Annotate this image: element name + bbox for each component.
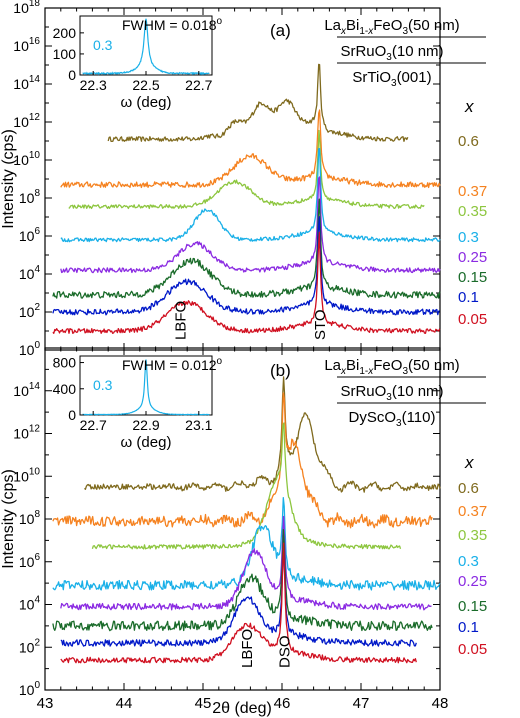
structure-buffer-label: SrRuO3(10 nm) <box>340 383 443 403</box>
x-tick-label: 48 <box>432 695 449 712</box>
inset-x-axis-label: ω (deg) <box>121 434 172 451</box>
inset-x-axis-label: ω (deg) <box>121 94 172 111</box>
y-tick-label: 106 <box>19 226 41 244</box>
x-tick-label: 43 <box>37 695 54 712</box>
series-line-x-0-05 <box>52 231 441 334</box>
panel-b: 43 44 45 46 47 48 100 102 104 106 108 1010 1012 1014 I… <box>0 347 487 712</box>
y-tick-label: 108 <box>19 188 41 206</box>
panel-label: (b) <box>270 361 291 380</box>
series-line-x-0-35 <box>91 422 402 550</box>
panel-a: 100 102 104 106 108 1010 1012 1014 1016 1018 Inten… <box>0 0 487 358</box>
inset-curve <box>82 359 210 416</box>
legend-entry-x-0-6: 0.6 <box>458 133 479 150</box>
peak-label-substrate: DSO <box>277 635 294 668</box>
y-tick-label: 108 <box>19 509 41 527</box>
peak-label-film: LBFO <box>173 301 190 340</box>
inset-y-tick-label: 100 <box>53 46 77 62</box>
peak-label-substrate: STO <box>312 309 329 340</box>
y-tick-label: 1012 <box>13 112 40 130</box>
series-line-x-0-15 <box>52 198 441 299</box>
inset-series-label: 0.3 <box>93 37 113 53</box>
structure-film-label: LaxBi1-xFeO3(50 nm) <box>324 357 459 377</box>
legend-entry-x-0-35: 0.35 <box>458 203 487 220</box>
series-line-x-0-05 <box>60 542 417 664</box>
series-line-x-0-3 <box>60 148 441 243</box>
inset-y-tick-label: 200 <box>53 25 77 41</box>
inset-curve <box>82 18 210 76</box>
y-tick-label: 1012 <box>13 424 40 442</box>
series-line-x-0-3 <box>52 497 441 591</box>
legend-entry-x-0-1: 0.1 <box>458 619 479 636</box>
inset-x-tick-label: 22.7 <box>80 417 107 433</box>
legend-entry-x-0-25: 0.25 <box>458 573 487 590</box>
y-tick-label: 104 <box>19 595 41 613</box>
inset-x-tick-label: 22.3 <box>80 77 107 93</box>
y-tick-label: 100 <box>19 680 41 698</box>
panel-label: (a) <box>270 21 291 40</box>
series-line-x-0-6 <box>84 376 441 493</box>
y-tick-label: 106 <box>19 552 41 570</box>
legend-title: x <box>464 97 474 116</box>
inset-y-tick-label: 800 <box>53 355 77 371</box>
series-line-x-0-6 <box>107 63 409 143</box>
legend-entry-x-0-37: 0.37 <box>458 503 487 520</box>
inset-y-tick-label: 400 <box>53 381 77 397</box>
series-line-x-0-37 <box>52 392 433 529</box>
legend-entry-x-0-1: 0.1 <box>458 289 479 306</box>
x-tick-label: 44 <box>116 695 133 712</box>
inset-x-tick-label: 23.1 <box>185 417 212 433</box>
series-line-x-0-25 <box>60 515 432 611</box>
y-tick-label: 100 <box>19 340 41 358</box>
peak-label-film: LBFO <box>239 629 256 668</box>
y-tick-label: 1018 <box>13 0 40 16</box>
inset-rocking-curve: 22.7 22.9 23.1 0 400 800 ω (deg) FWHM = 0.012o 0… <box>53 355 223 451</box>
y-tick-label: 102 <box>19 302 41 320</box>
legend-entry-x-0-25: 0.25 <box>458 249 487 266</box>
series-line-x-0-35 <box>68 129 425 210</box>
inset-x-tick-label: 22.9 <box>132 417 159 433</box>
structure-substrate-label: SrTiO3(001) <box>352 69 431 89</box>
y-tick-label: 1014 <box>13 74 40 92</box>
legend-entry-x-0-05: 0.05 <box>458 641 487 658</box>
y-tick-label: 1014 <box>13 381 40 399</box>
legend-entry-x-0-3: 0.3 <box>458 229 479 246</box>
inset-fwhm-annotation: FWHM = 0.018o <box>122 16 223 33</box>
inset-fwhm-annotation: FWHM = 0.012o <box>122 356 223 373</box>
y-tick-label: 102 <box>19 637 41 655</box>
y-tick-label: 1010 <box>13 150 40 168</box>
series-line-x-0-1 <box>60 546 417 647</box>
y-tick-label: 1010 <box>13 466 40 484</box>
structure-substrate-label: DyScO3(110) <box>349 409 436 429</box>
legend-entry-x-0-35: 0.35 <box>458 527 487 544</box>
structure-buffer-label: SrRuO3(10 nm) <box>340 43 443 63</box>
legend-entry-x-0-15: 0.15 <box>458 269 487 286</box>
y-axis-label: Intensity (cps) <box>0 129 17 229</box>
y-tick-label: 1016 <box>13 36 40 54</box>
inset-rocking-curve: 22.3 22.5 22.7 0 100 200 ω (deg) FWHM = 0.018o 0… <box>53 15 223 111</box>
structure-film-label: LaxBi1-xFeO3(50 nm) <box>324 17 459 37</box>
legend-entry-x-0-6: 0.6 <box>458 480 479 497</box>
inset-y-tick-label: 0 <box>68 407 76 423</box>
legend-entry-x-0-05: 0.05 <box>458 311 487 328</box>
x-axis-label: 2θ (deg) <box>212 700 272 717</box>
inset-series-label: 0.3 <box>93 377 113 393</box>
x-tick-label: 45 <box>195 695 212 712</box>
inset-x-tick-label: 22.7 <box>185 77 212 93</box>
series-line-x-0-1 <box>52 216 440 316</box>
legend-title: x <box>464 453 474 472</box>
x-tick-label: 46 <box>274 695 291 712</box>
series-line-x-0-37 <box>60 109 441 189</box>
series-line-x-0-25 <box>60 176 441 274</box>
legend-entry-x-0-3: 0.3 <box>458 553 479 570</box>
y-axis-label: Intensity (cps) <box>0 469 17 569</box>
inset-x-tick-label: 22.5 <box>132 77 159 93</box>
legend-entry-x-0-15: 0.15 <box>458 598 487 615</box>
legend-entry-x-0-37: 0.37 <box>458 183 487 200</box>
series-line-x-0-15 <box>52 528 433 632</box>
x-tick-label: 47 <box>353 695 370 712</box>
inset-y-tick-label: 0 <box>68 67 76 83</box>
inset-frame <box>79 15 213 76</box>
y-tick-label: 104 <box>19 264 41 282</box>
